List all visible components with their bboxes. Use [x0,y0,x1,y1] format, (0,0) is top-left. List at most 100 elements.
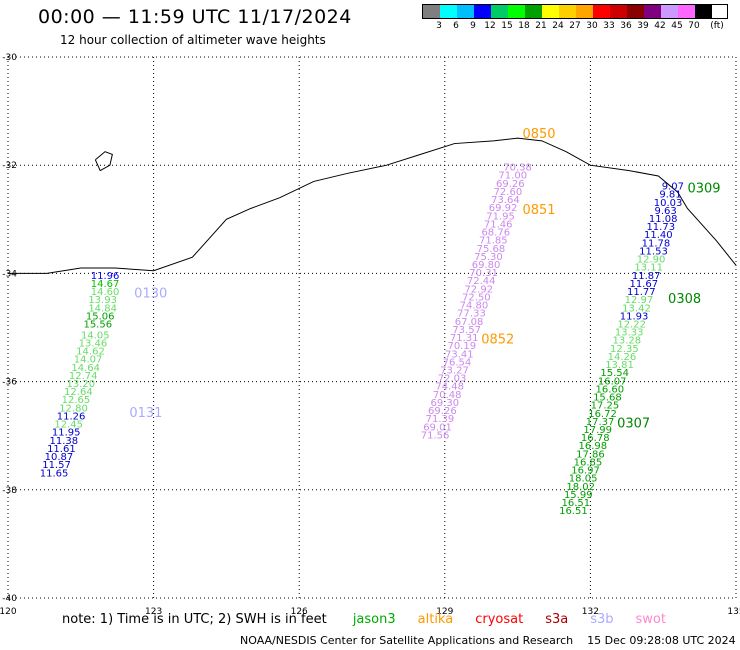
satellite-altika: altika [417,612,454,627]
wave-height-value: 72.60 [494,187,523,198]
legend-swatch [525,5,542,18]
wave-height-points: 11.9614.6714.6013.9314.8415.0615.5614.05… [40,163,684,518]
wave-height-value: 11.87 [632,271,661,282]
island-path [94,151,113,172]
wave-height-value: 69.01 [423,422,452,433]
wave-height-value: 10.03 [654,198,683,209]
wave-height-value: 14.64 [71,363,100,374]
legend-unit: (ft) [710,21,724,31]
wave-height-value: 12.64 [64,387,93,398]
legend-label: 21 [535,21,547,31]
y-tick-label: -34 [2,269,17,279]
wave-height-value: 72.50 [462,292,491,303]
legend-swatch [678,5,695,18]
legend-swatch [559,5,576,18]
legend-swatch [644,5,661,18]
legend-label: 3 [436,21,442,31]
wave-height-value: 71.46 [484,219,513,230]
wave-height-value: 16.85 [574,457,603,468]
wave-height-value: 17.37 [586,417,615,428]
legend-swatch [695,5,712,18]
wave-height-value: 14.07 [74,355,103,366]
x-tick-label: 123 [145,607,162,617]
wave-height-value: 17.25 [591,401,620,412]
wave-height-value: 9.07 [662,182,684,193]
wave-height-value: 11.78 [642,238,671,249]
pass-time-label: 0308 [668,292,701,307]
wave-height-value: 14.62 [76,347,105,358]
wave-height-value: 72.92 [464,284,493,295]
credit-text: NOAA/NESDIS Center for Satellite Applica… [240,634,574,647]
pass-time-label: 0130 [134,287,167,302]
wave-height-value: 11.93 [620,311,649,322]
wave-height-value: 71.00 [498,171,527,182]
wave-height-value: 16.60 [595,384,624,395]
satellite-jason3: jason3 [352,612,396,627]
legend-swatch [627,5,644,18]
pass-time-label: 0307 [617,417,650,432]
satellite-cryosat: cryosat [475,612,524,627]
pass-time-label: 0852 [481,333,514,348]
legend-label: 39 [637,21,649,31]
wave-height-value: 75.68 [477,244,506,255]
wave-height-value: 72.44 [467,276,496,287]
wave-height-value: 13.33 [615,328,644,339]
wave-height-value: 18.05 [569,474,598,485]
x-tick-label: 129 [436,607,453,617]
legend-swatch [474,5,491,18]
wave-height-value: 69.26 [428,406,457,417]
legend-label: 24 [552,21,564,31]
wave-height-value: 70.48 [433,390,462,401]
x-tick-label: 120 [0,607,17,617]
wave-height-value: 69.92 [489,203,518,214]
legend-label: 30 [586,21,598,31]
wave-height-value: 14.84 [88,303,117,314]
y-tick-label: -38 [2,486,17,496]
legend-label: 45 [671,21,683,31]
wave-height-value: 17.99 [583,425,612,436]
wave-height-value: 77.33 [457,309,486,320]
wave-height-value: 11.77 [627,287,656,298]
legend-label: 70 [688,21,700,31]
legend-swatch [542,5,559,18]
wave-height-value: 71.95 [486,211,515,222]
legend-swatches [422,4,728,19]
wave-height-value: 16.78 [581,433,610,444]
wave-height-value: 11.73 [646,222,675,233]
x-tick-label: 132 [582,607,599,617]
y-tick-label: -40 [2,594,17,604]
legend-label: 27 [569,21,581,31]
wave-height-value: 15.99 [564,490,593,501]
wave-height-value: 15.56 [83,320,112,331]
y-tick-label: -32 [2,161,17,171]
wave-height-value: 14.67 [91,279,120,290]
wave-height-value: 70.31 [469,268,498,279]
legend-swatch [661,5,678,18]
legend-label: 33 [603,21,615,31]
wave-height-value: 11.08 [649,214,678,225]
wave-height-value: 11.26 [57,411,86,422]
wave-height-value: 15.68 [593,393,622,404]
wave-height-value: 70.19 [447,341,476,352]
note-line: note: 1) Time is in UTC; 2) SWH is in fe… [62,612,710,627]
wave-height-value: 12.45 [54,420,83,431]
wave-height-value: 16.07 [598,376,627,387]
wave-height-value: 71.85 [479,236,508,247]
page-title: 00:00 — 11:59 UTC 11/17/2024 [38,6,352,28]
pass-time-label: 0850 [522,127,555,142]
wave-height-value: 69.26 [496,179,525,190]
legend-swatch [491,5,508,18]
note-text: note: 1) Time is in UTC; 2) SWH is in fe… [62,612,327,627]
wave-height-value: 69.80 [472,260,501,271]
legend-swatch [423,5,440,18]
wave-height-value: 12.74 [69,371,98,382]
wave-height-value: 71.39 [426,414,455,425]
satellite-legend: jason3 altika cryosat s3a s3b swot [353,612,688,627]
wave-height-value: 9.63 [654,206,676,217]
pass-time-labels: 0130 0131 0850 0851 0852 0309 0308 0307 [129,127,720,431]
wave-height-value: 12.35 [610,344,639,355]
wave-height-value: 13.28 [612,336,641,347]
wave-height-value: 11.67 [629,279,658,290]
wave-height-value: 68.76 [481,228,510,239]
